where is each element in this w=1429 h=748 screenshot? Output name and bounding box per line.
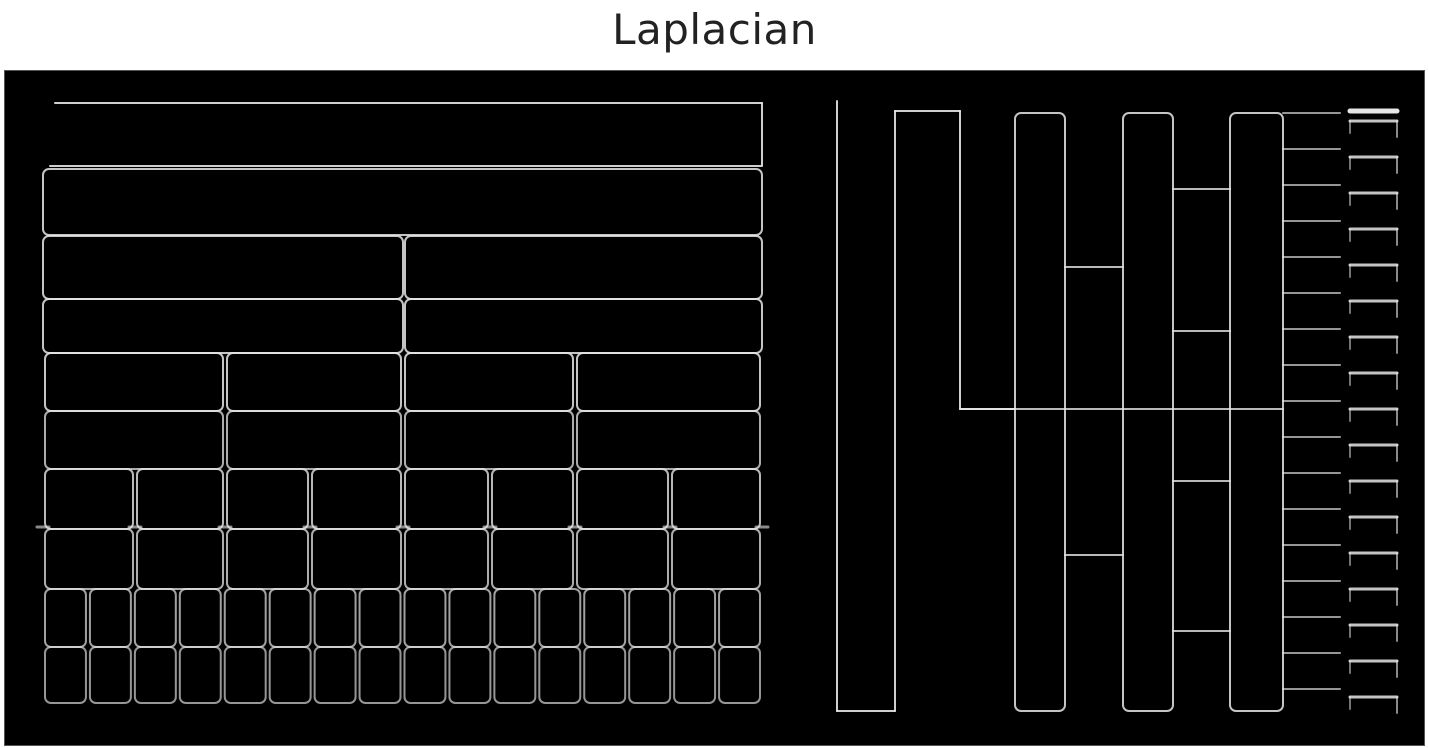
edge-box-16 (44, 468, 134, 530)
edge-box-5 (404, 235, 763, 300)
edge-box-18 (226, 468, 309, 530)
edge-box-17 (136, 468, 224, 530)
edge-box-24 (44, 528, 134, 590)
edge-box-44 (583, 588, 627, 648)
edge-box-41 (448, 588, 492, 648)
edge-box-38 (313, 588, 357, 648)
edge-box-10 (404, 352, 574, 412)
edge-box-51 (178, 646, 222, 704)
edge-box-61 (628, 646, 672, 704)
edge-box-26 (226, 528, 309, 590)
edge-box-8 (44, 352, 224, 412)
edge-box-34 (133, 588, 177, 648)
edge-box-4 (42, 235, 404, 300)
edge-box-45 (628, 588, 672, 648)
edge-box-29 (491, 528, 574, 590)
edge-box-53 (268, 646, 312, 704)
edge-box-22 (576, 468, 669, 530)
edge-box-27 (311, 528, 402, 590)
edge-box-81 (1229, 112, 1284, 712)
edge-box-43 (538, 588, 582, 648)
edge-box-59 (538, 646, 582, 704)
edge-box-20 (404, 468, 489, 530)
edge-box-7 (404, 298, 763, 354)
figure-title: Laplacian (612, 5, 817, 54)
edge-box-52 (223, 646, 267, 704)
edge-box-36 (223, 588, 267, 648)
edge-box-58 (493, 646, 537, 704)
edge-box-3 (42, 168, 763, 236)
edge-box-19 (311, 468, 402, 530)
edge-box-48 (44, 646, 87, 704)
edge-box-79 (1014, 112, 1066, 712)
edge-box-25 (136, 528, 224, 590)
edge-box-42 (493, 588, 537, 648)
edge-box-39 (358, 588, 402, 648)
edge-box-15 (576, 410, 761, 470)
edge-box-47 (718, 588, 761, 648)
edge-box-28 (404, 528, 489, 590)
edge-box-11 (576, 352, 761, 412)
edge-box-60 (583, 646, 627, 704)
edge-box-49 (88, 646, 132, 704)
edge-box-80 (1122, 112, 1174, 712)
edge-box-57 (448, 646, 492, 704)
edge-box-50 (133, 646, 177, 704)
edge-box-14 (404, 410, 574, 470)
edge-box-23 (671, 468, 761, 530)
edge-box-63 (718, 646, 761, 704)
edge-box-32 (44, 588, 87, 648)
edge-box-37 (268, 588, 312, 648)
edge-box-30 (576, 528, 669, 590)
edge-box-55 (358, 646, 402, 704)
edge-box-40 (403, 588, 447, 648)
edge-box-9 (226, 352, 402, 412)
edge-box-54 (313, 646, 357, 704)
edge-box-21 (491, 468, 574, 530)
edge-box-35 (178, 588, 222, 648)
edge-box-6 (42, 298, 404, 354)
edge-box-31 (671, 528, 761, 590)
edge-box-12 (44, 410, 224, 470)
edge-box-46 (673, 588, 717, 648)
edge-box-33 (88, 588, 132, 648)
edge-box-56 (403, 646, 447, 704)
edge-box-13 (226, 410, 402, 470)
edge-map (35, 100, 1400, 714)
laplacian-image-panel (4, 70, 1425, 746)
edge-box-62 (673, 646, 717, 704)
